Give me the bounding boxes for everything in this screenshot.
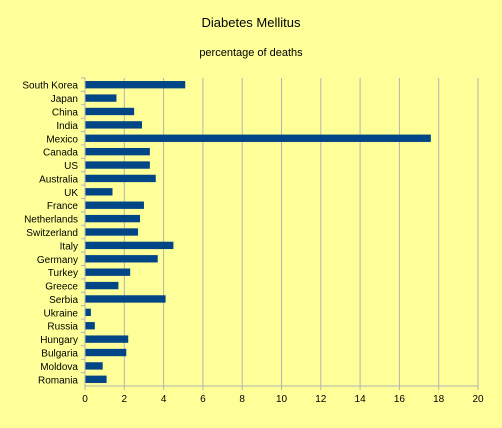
chart-title: Diabetes Mellitus (202, 15, 301, 30)
x-tick-label: 0 (82, 394, 88, 405)
category-label: Italy (60, 241, 78, 252)
bar (85, 362, 103, 370)
bar (85, 255, 158, 263)
category-label: Germany (37, 255, 78, 266)
bar (85, 375, 107, 383)
category-label: Switzerland (26, 228, 78, 239)
category-label: Moldova (40, 362, 78, 373)
bar (85, 201, 144, 209)
bar (85, 228, 139, 236)
bar (85, 81, 186, 89)
x-tick-label: 10 (276, 394, 288, 405)
bar (85, 188, 113, 196)
bar (85, 214, 141, 223)
bar (85, 121, 142, 129)
bar (85, 94, 117, 102)
x-tick-labels: 0 2 4 6 8 10 12 14 16 18 20 (82, 394, 484, 405)
category-label: Russia (47, 322, 78, 333)
x-tick-label: 6 (200, 394, 206, 405)
category-labels: South Korea Japan China India Mexico Canada US… (22, 81, 78, 387)
bar (85, 295, 166, 303)
chart-subtitle: percentage of deaths (199, 47, 303, 59)
category-label: Hungary (40, 335, 78, 346)
category-label: Canada (43, 148, 78, 159)
category-label: India (56, 121, 78, 132)
category-label: UK (64, 188, 78, 199)
category-label: Bulgaria (41, 349, 78, 360)
axes (81, 77, 479, 390)
category-label: China (52, 107, 79, 118)
bar (85, 308, 91, 317)
category-label: US (64, 161, 78, 172)
category-label: Turkey (48, 268, 78, 279)
x-tick-label: 20 (472, 394, 484, 405)
category-label: Romania (38, 375, 78, 386)
category-label: Ukraine (44, 308, 79, 319)
x-tick-label: 16 (394, 394, 406, 405)
bar (85, 322, 95, 330)
category-label: Netherlands (24, 215, 78, 226)
category-label: Japan (51, 94, 78, 105)
category-label: France (47, 201, 79, 212)
bar (85, 107, 135, 116)
x-tick-label: 8 (239, 394, 245, 405)
x-tick-label: 2 (122, 394, 128, 405)
bar (85, 241, 174, 250)
bars (85, 81, 431, 383)
category-label: Greece (45, 282, 78, 293)
bar (85, 335, 129, 343)
category-label: Australia (39, 174, 78, 185)
bar (85, 281, 119, 290)
bar (85, 268, 131, 276)
bar (85, 134, 431, 142)
category-label: South Korea (22, 81, 78, 92)
bar (85, 161, 150, 169)
x-tick-label: 12 (315, 394, 327, 405)
gridlines (123, 78, 479, 386)
category-label: Mexico (46, 134, 78, 145)
x-tick-label: 14 (355, 394, 367, 405)
x-tick-label: 18 (433, 394, 445, 405)
bar (85, 348, 127, 357)
category-label: Serbia (49, 295, 78, 306)
bar (85, 174, 156, 183)
bar (85, 147, 150, 156)
x-tick-label: 4 (161, 394, 167, 405)
